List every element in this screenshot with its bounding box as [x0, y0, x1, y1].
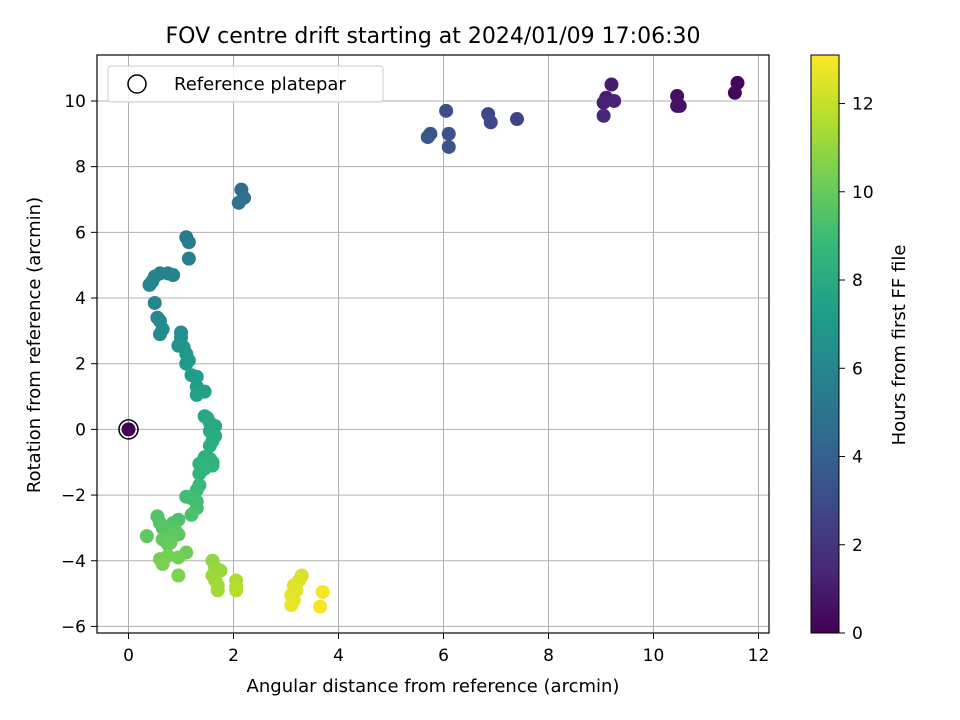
x-tick-label: 8 — [543, 646, 554, 666]
data-point — [171, 568, 186, 583]
data-point — [202, 438, 217, 453]
y-tick-label: 2 — [75, 355, 86, 375]
y-axis: −6 −4 −2 0 2 4 6 8 10 — [61, 92, 97, 637]
colorbar-gradient — [810, 54, 840, 634]
data-point — [510, 112, 524, 127]
legend-label: Reference platepar — [174, 74, 346, 95]
y-tick-label: 10 — [64, 92, 86, 112]
legend-box — [107, 65, 384, 103]
y-tick-label: 8 — [75, 158, 86, 178]
colorbar-tick-label: 0 — [852, 624, 863, 644]
data-point — [153, 327, 167, 342]
data-point — [231, 195, 246, 210]
legend: Reference platepar — [107, 65, 384, 103]
x-tick-label: 10 — [643, 646, 665, 666]
x-tick-label: 2 — [228, 646, 239, 666]
plot-frame — [96, 54, 770, 634]
colorbar-ticks: 0 2 4 6 8 10 12 — [839, 95, 874, 644]
scatter-points — [118, 75, 745, 614]
y-tick-label: −6 — [61, 617, 86, 637]
data-point — [189, 387, 204, 402]
colorbar: 0 2 4 6 8 10 12 — [810, 54, 874, 644]
data-point — [181, 235, 196, 250]
data-point — [179, 356, 194, 371]
data-point — [313, 599, 328, 614]
data-point — [420, 130, 435, 145]
x-axis: 0 2 4 6 8 10 12 — [123, 633, 769, 666]
colorbar-tick-label: 2 — [852, 536, 863, 556]
colorbar-tick-label: 10 — [852, 183, 874, 203]
data-point — [139, 529, 154, 544]
y-axis-label: Rotation from reference (arcmin) — [24, 197, 45, 493]
y-tick-label: 4 — [75, 289, 86, 309]
x-tick-label: 4 — [333, 646, 344, 666]
data-point — [604, 77, 619, 92]
data-point — [284, 598, 299, 613]
data-point — [155, 557, 170, 572]
y-tick-label: 6 — [75, 223, 86, 243]
data-point — [184, 507, 199, 522]
data-point — [596, 108, 611, 123]
data-point — [210, 583, 225, 598]
y-tick-label: −4 — [61, 552, 86, 572]
data-point — [192, 466, 207, 481]
data-point — [441, 126, 456, 141]
data-point — [439, 103, 454, 118]
data-point — [441, 139, 456, 154]
x-axis-label: Angular distance from reference (arcmin) — [247, 676, 620, 697]
colorbar-tick-label: 8 — [852, 271, 863, 291]
colorbar-label: Hours from first FF file — [889, 245, 910, 446]
colorbar-tick-label: 4 — [852, 448, 863, 468]
x-tick-label: 6 — [438, 646, 449, 666]
y-tick-label: −2 — [61, 486, 86, 506]
data-point — [142, 277, 157, 292]
data-point — [483, 115, 498, 130]
data-point — [121, 422, 136, 437]
y-tick-label: 0 — [75, 420, 86, 440]
data-point — [171, 550, 186, 565]
chart-title: FOV centre drift starting at 2024/01/09 … — [166, 24, 701, 49]
x-tick-label: 0 — [123, 646, 134, 666]
data-point — [315, 584, 330, 599]
data-point — [181, 251, 196, 266]
data-point — [163, 535, 178, 550]
colorbar-tick-label: 12 — [852, 95, 874, 115]
data-point — [189, 369, 204, 384]
data-point — [670, 98, 685, 113]
data-point — [147, 295, 162, 310]
data-point — [727, 85, 742, 100]
data-point — [166, 268, 181, 283]
plot-area: 0 2 4 6 8 10 12 −6 −4 −2 0 2 4 6 8 10 — [61, 54, 770, 666]
data-point — [229, 583, 244, 598]
colorbar-tick-label: 6 — [852, 359, 863, 379]
reference-platepar-marker — [118, 419, 139, 440]
x-tick-label: 12 — [748, 646, 770, 666]
data-point — [596, 95, 611, 110]
data-point — [607, 93, 622, 108]
legend-marker — [127, 74, 147, 94]
